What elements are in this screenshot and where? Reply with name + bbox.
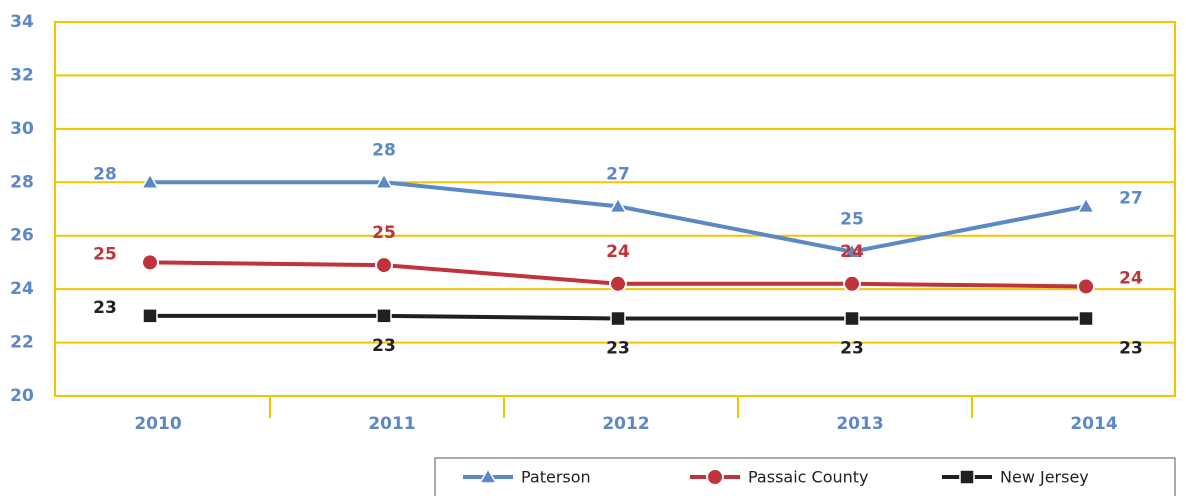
x-tick-label: 2011 [368, 414, 415, 434]
x-tick-label: 2014 [1070, 414, 1117, 434]
y-tick-label: 22 [10, 333, 34, 353]
data-point [1078, 310, 1094, 327]
legend-marker [706, 468, 724, 486]
data-point [1077, 277, 1095, 296]
y-tick-label: 20 [10, 386, 34, 406]
y-tick-label: 34 [10, 12, 34, 32]
data-label: 25 [840, 210, 864, 230]
data-point [608, 196, 628, 214]
legend-label: New Jersey [1000, 468, 1089, 487]
legend-label: Passaic County [748, 468, 869, 487]
data-label: 28 [93, 164, 117, 184]
data-label: 24 [606, 242, 630, 262]
x-tick-label: 2010 [134, 414, 181, 434]
x-tick-label: 2012 [602, 414, 649, 434]
data-point [842, 242, 862, 259]
data-label: 24 [840, 242, 864, 262]
data-point [375, 256, 393, 275]
data-point [844, 310, 860, 327]
y-tick-label: 24 [10, 279, 34, 299]
x-tick-label: 2013 [836, 414, 883, 434]
data-point [142, 308, 158, 324]
data-label: 27 [606, 164, 630, 184]
data-label: 27 [1119, 188, 1143, 208]
data-point [374, 172, 394, 190]
y-tick-label: 30 [10, 119, 34, 139]
data-label: 23 [606, 339, 630, 359]
data-point [376, 308, 392, 324]
data-point [609, 274, 627, 293]
legend-label: Paterson [521, 468, 591, 487]
y-tick-label: 26 [10, 226, 34, 246]
data-label: 25 [372, 223, 396, 243]
legend-box [434, 457, 1176, 496]
legend-marker [478, 467, 498, 484]
data-label: 23 [1119, 339, 1143, 359]
data-point [140, 172, 160, 190]
data-label: 28 [372, 140, 396, 160]
legend-marker [959, 469, 975, 485]
data-label: 23 [372, 336, 396, 356]
data-point [843, 274, 861, 293]
data-label: 24 [1119, 268, 1143, 288]
y-tick-label: 32 [10, 65, 34, 85]
data-point [1076, 196, 1096, 214]
data-point [610, 310, 626, 327]
data-point [141, 253, 159, 272]
data-label: 23 [840, 339, 864, 359]
y-tick-label: 28 [10, 172, 34, 192]
data-label: 25 [93, 244, 117, 264]
data-label: 23 [93, 298, 117, 318]
